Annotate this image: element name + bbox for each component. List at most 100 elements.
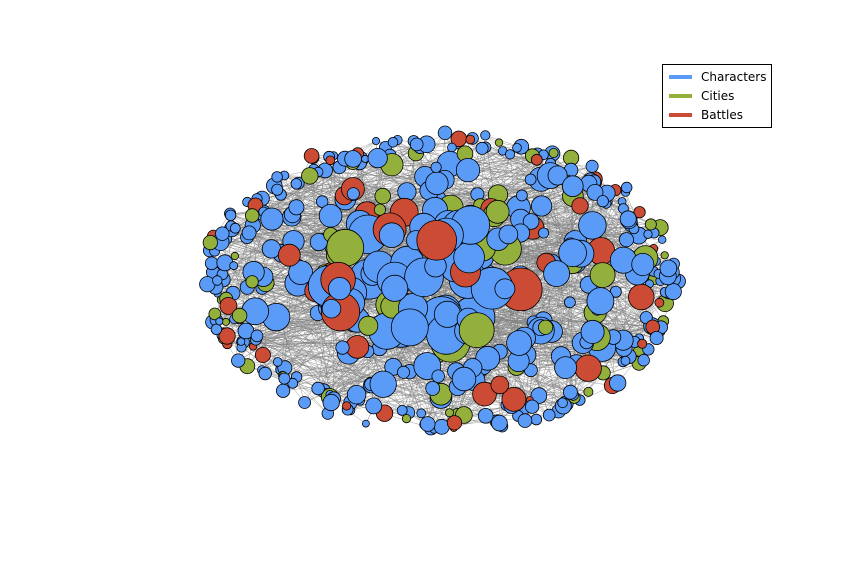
character-node (512, 143, 522, 153)
character-node (371, 136, 380, 145)
character-node (250, 329, 264, 343)
character-node (586, 183, 604, 201)
character-node (524, 399, 540, 414)
character-node (538, 227, 550, 239)
character-node (260, 207, 284, 231)
city-node (548, 147, 559, 158)
character-node (378, 222, 405, 249)
character-node (369, 370, 397, 398)
character-node (335, 340, 350, 355)
battle-node (218, 327, 236, 345)
character-node (425, 171, 449, 196)
character-node (522, 213, 540, 230)
character-node (530, 413, 543, 426)
character-node (649, 330, 664, 345)
character-node (290, 178, 303, 190)
character-node (664, 283, 682, 301)
legend-swatch-battles (669, 112, 692, 117)
battle-node (490, 375, 510, 395)
character-node (258, 366, 272, 381)
character-node (322, 393, 340, 412)
character-node (419, 416, 436, 432)
battle-node (416, 220, 458, 261)
city-node (589, 262, 616, 289)
character-node (498, 224, 519, 245)
character-node (563, 384, 578, 400)
network-nodes (199, 125, 686, 436)
city-node (583, 386, 594, 397)
character-node (659, 259, 678, 278)
character-node (578, 211, 607, 240)
city-node (485, 199, 510, 224)
character-node (346, 187, 360, 201)
character-node (543, 260, 570, 288)
battle-node (254, 346, 271, 363)
character-node (346, 385, 367, 405)
character-node (210, 323, 223, 336)
battle-node (530, 153, 543, 166)
battle-node (501, 386, 527, 412)
character-node (433, 300, 461, 328)
character-node (327, 276, 352, 301)
battle-node (465, 134, 476, 145)
city-node (444, 408, 454, 418)
character-node (451, 366, 477, 392)
city-node (202, 235, 218, 251)
character-node (447, 142, 457, 153)
character-node (387, 137, 399, 148)
character-node (557, 397, 568, 409)
city-node (301, 167, 319, 185)
character-node (416, 408, 427, 419)
character-node (585, 159, 599, 173)
character-node (204, 256, 219, 271)
city-node (537, 319, 554, 335)
legend-item-characters: Characters (663, 67, 771, 86)
city-node (208, 307, 222, 321)
character-node (316, 195, 329, 208)
battle-node (446, 415, 463, 431)
character-node (558, 238, 587, 268)
legend-label-battles: Battles (701, 107, 743, 122)
city-node (231, 307, 248, 324)
city-node (660, 251, 669, 260)
city-node (458, 312, 495, 349)
character-node (236, 337, 246, 346)
character-node (475, 141, 489, 155)
character-node (365, 397, 383, 415)
character-node (547, 165, 568, 186)
character-node (504, 149, 516, 160)
character-node (272, 357, 283, 367)
character-node (554, 356, 577, 380)
city-node (326, 228, 365, 267)
battle-node (633, 206, 646, 219)
character-node (344, 150, 362, 168)
city-node (374, 187, 391, 205)
character-node (361, 419, 370, 428)
character-node (506, 330, 532, 356)
character-node (658, 235, 667, 244)
character-node (215, 226, 230, 241)
character-node (564, 296, 576, 309)
character-node (621, 181, 633, 194)
character-node (425, 380, 441, 396)
character-node (480, 130, 491, 141)
character-node (516, 189, 528, 202)
character-node (298, 396, 312, 409)
character-node (241, 225, 257, 241)
character-node (643, 229, 653, 239)
character-node (530, 387, 548, 404)
character-node (619, 232, 635, 248)
character-node (524, 173, 537, 186)
character-node (517, 413, 533, 428)
legend-label-cities: Cities (701, 88, 735, 103)
city-node (245, 275, 259, 289)
character-node (318, 204, 343, 228)
character-node (275, 383, 291, 398)
character-node (637, 354, 650, 367)
character-node (430, 161, 442, 173)
city-node (244, 208, 260, 223)
character-node (542, 408, 556, 422)
legend-label-characters: Characters (701, 69, 767, 84)
character-node (631, 252, 655, 276)
character-node (212, 275, 223, 286)
